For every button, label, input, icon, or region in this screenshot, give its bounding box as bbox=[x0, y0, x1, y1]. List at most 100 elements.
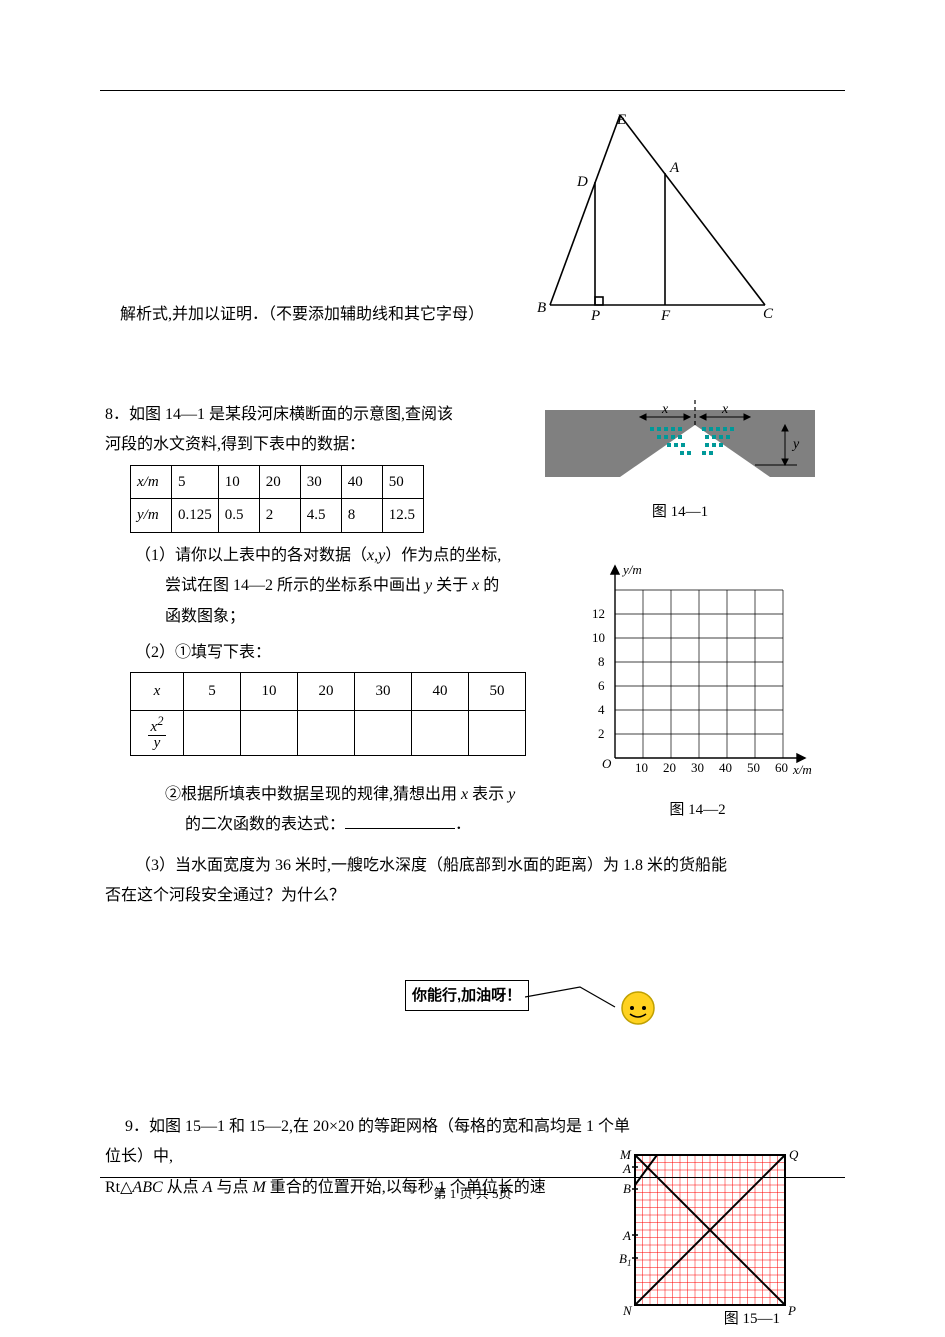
label-F: F bbox=[660, 308, 671, 320]
cell: 40 bbox=[341, 465, 382, 499]
cell: 8 bbox=[341, 499, 382, 533]
q8-p1-l2a: 尝试在图 14—2 所示的坐标系中画出 bbox=[165, 577, 425, 594]
cell: 0.5 bbox=[218, 499, 259, 533]
q8-p3-b: 否在这个河段安全通过？为什么？ bbox=[105, 881, 845, 911]
q8-p1-l2c: 的 bbox=[479, 577, 499, 594]
river-caption: 图 14—1 bbox=[545, 498, 815, 527]
table-row: y/m 0.125 0.5 2 4.5 8 12.5 bbox=[131, 499, 424, 533]
frac-sup: 2 bbox=[157, 714, 163, 728]
q8-p3-a: （3）当水面宽度为 36 米时,一艘吃水深度（船底部到水面的距离）为 1.8 米… bbox=[135, 851, 835, 881]
cell bbox=[355, 710, 412, 755]
encourage-box: 你能行,加油呀！ bbox=[405, 980, 529, 1011]
q8-p2-y: y bbox=[508, 786, 515, 803]
label-D: D bbox=[576, 174, 588, 190]
q8-p1-l3: 函数图象； bbox=[165, 602, 565, 632]
table-row: x2 y bbox=[131, 710, 526, 755]
q8-p1-a: （1）请你以上表中的各对数据（ bbox=[135, 547, 367, 564]
lbl-B1: B bbox=[619, 1251, 627, 1266]
top-rule bbox=[100, 90, 845, 91]
cell: 10 bbox=[218, 465, 259, 499]
cell: 4.5 bbox=[300, 499, 341, 533]
xtick: 10 bbox=[635, 760, 648, 775]
cell: 5 bbox=[172, 465, 219, 499]
cell: 2 bbox=[259, 499, 300, 533]
footer-b: 页 共 bbox=[456, 1186, 492, 1201]
figure-grid-15-1: M Q A B A B1 N P bbox=[605, 1145, 805, 1326]
ytick: 8 bbox=[598, 654, 605, 669]
cell bbox=[469, 710, 526, 755]
cell: 12.5 bbox=[382, 499, 423, 533]
grid20-caption: 图 15—1 bbox=[724, 1305, 780, 1334]
th-y: y/m bbox=[137, 507, 159, 523]
footer-c: 页 bbox=[499, 1186, 512, 1201]
xtick: 30 bbox=[691, 760, 704, 775]
ytick: 2 bbox=[598, 726, 605, 741]
q9-l1: 如图 15—1 和 15—2,在 20×20 的等距网格（每格的宽和高均是 1 … bbox=[105, 1118, 630, 1165]
frac-den: y bbox=[148, 736, 167, 751]
footer-a: 第 bbox=[433, 1186, 449, 1201]
q8-intro-2: 河段的水文资料,得到下表中的数据： bbox=[105, 430, 485, 460]
cell: 0.125 bbox=[172, 499, 219, 533]
ytick: 10 bbox=[592, 630, 605, 645]
frac-x2-over-y: x2 y bbox=[148, 715, 167, 751]
th-x2: x bbox=[154, 683, 161, 699]
river-x-left: x bbox=[661, 402, 669, 417]
pointer-line bbox=[525, 985, 620, 1015]
label-E: E bbox=[616, 112, 626, 128]
cell: 40 bbox=[412, 673, 469, 711]
q9-number: 9． bbox=[125, 1118, 149, 1135]
q8-p2-period: ． bbox=[455, 816, 471, 833]
q8-p2-l2a: ②根据所填表中数据呈现的规律,猜想出用 bbox=[165, 786, 461, 803]
ytick: 12 bbox=[592, 606, 605, 621]
table-row: x 5 10 20 30 40 50 bbox=[131, 673, 526, 711]
cell: 30 bbox=[300, 465, 341, 499]
lbl-B1-sub: 1 bbox=[627, 1258, 632, 1268]
q8-p1-b: ）作为点的坐标, bbox=[385, 547, 501, 564]
table-row: x/m 5 10 20 30 40 50 bbox=[131, 465, 424, 499]
ytick: 6 bbox=[598, 678, 605, 693]
grid-xlabel: x/m bbox=[792, 762, 812, 777]
q8-p2-l3: 的二次函数的表达式： bbox=[185, 816, 345, 833]
q8-p2-l2b: 表示 bbox=[468, 786, 508, 803]
xtick: 20 bbox=[663, 760, 676, 775]
table-x2y: x 5 10 20 30 40 50 x2 y bbox=[130, 672, 526, 756]
figure-grid-14-2: y/m x/m O 2 4 6 8 10 12 10 20 30 40 50 6… bbox=[580, 558, 815, 825]
figure-river: x x y 图 14—1 bbox=[545, 395, 815, 527]
q8-number: 8． bbox=[105, 406, 129, 423]
label-A: A bbox=[669, 160, 680, 176]
cell: 20 bbox=[298, 673, 355, 711]
lbl-A: A bbox=[622, 1161, 631, 1176]
line-7-text: 解析式,并加以证明．（不要添加辅助线和其它字母） bbox=[120, 300, 530, 330]
svg-text:B1: B1 bbox=[619, 1251, 631, 1268]
label-C: C bbox=[763, 306, 774, 320]
lbl-M: M bbox=[619, 1147, 632, 1162]
table-xy: x/m 5 10 20 30 40 50 y/m 0.125 0.5 2 4.5… bbox=[130, 465, 424, 533]
xtick: 60 bbox=[775, 760, 788, 775]
q8-intro-1: 如图 14—1 是某段河床横断面的示意图,查阅该 bbox=[129, 406, 453, 423]
label-B: B bbox=[537, 300, 546, 316]
answer-blank[interactable] bbox=[345, 814, 455, 829]
grid-ylabel: y/m bbox=[621, 562, 642, 577]
q8-p1-l2b: 关于 bbox=[432, 577, 472, 594]
river-x-right: x bbox=[721, 402, 729, 417]
xtick: 40 bbox=[719, 760, 732, 775]
cell: 50 bbox=[382, 465, 423, 499]
smiley-icon bbox=[620, 990, 656, 1037]
grid-caption: 图 14—2 bbox=[580, 796, 815, 825]
cell bbox=[412, 710, 469, 755]
th-x: x/m bbox=[137, 474, 159, 490]
cell bbox=[298, 710, 355, 755]
cell bbox=[241, 710, 298, 755]
cell: 10 bbox=[241, 673, 298, 711]
lbl-N: N bbox=[622, 1303, 633, 1315]
cell: 5 bbox=[184, 673, 241, 711]
cell bbox=[184, 710, 241, 755]
cell: 50 bbox=[469, 673, 526, 711]
cell: 20 bbox=[259, 465, 300, 499]
lbl-P2: P bbox=[787, 1303, 796, 1315]
ytick: 4 bbox=[598, 702, 605, 717]
xtick: 50 bbox=[747, 760, 760, 775]
cell: 30 bbox=[355, 673, 412, 711]
page-footer: 第 1 页 共 5页 bbox=[100, 1177, 845, 1207]
figure-triangle: E A D B P F C bbox=[535, 110, 775, 320]
